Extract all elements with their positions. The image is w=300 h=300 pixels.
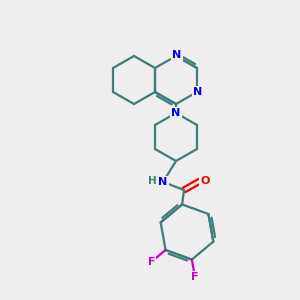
Text: H: H [148, 176, 156, 186]
Text: F: F [191, 272, 199, 282]
Text: N: N [172, 50, 182, 60]
Text: N: N [158, 177, 168, 187]
Text: N: N [171, 108, 181, 118]
Text: N: N [194, 87, 202, 97]
Text: O: O [200, 176, 210, 186]
Text: F: F [148, 256, 155, 267]
